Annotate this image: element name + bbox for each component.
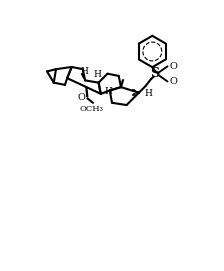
Polygon shape: [85, 86, 88, 97]
Text: H: H: [80, 67, 88, 76]
Text: H: H: [93, 70, 101, 79]
Text: O: O: [169, 77, 177, 86]
Text: O: O: [78, 93, 86, 102]
Text: H: H: [104, 87, 112, 96]
Polygon shape: [46, 69, 57, 72]
Text: OCH₃: OCH₃: [80, 105, 104, 114]
Polygon shape: [120, 79, 124, 87]
Text: O: O: [169, 62, 177, 71]
Text: S: S: [150, 67, 159, 80]
Text: H: H: [144, 89, 152, 98]
